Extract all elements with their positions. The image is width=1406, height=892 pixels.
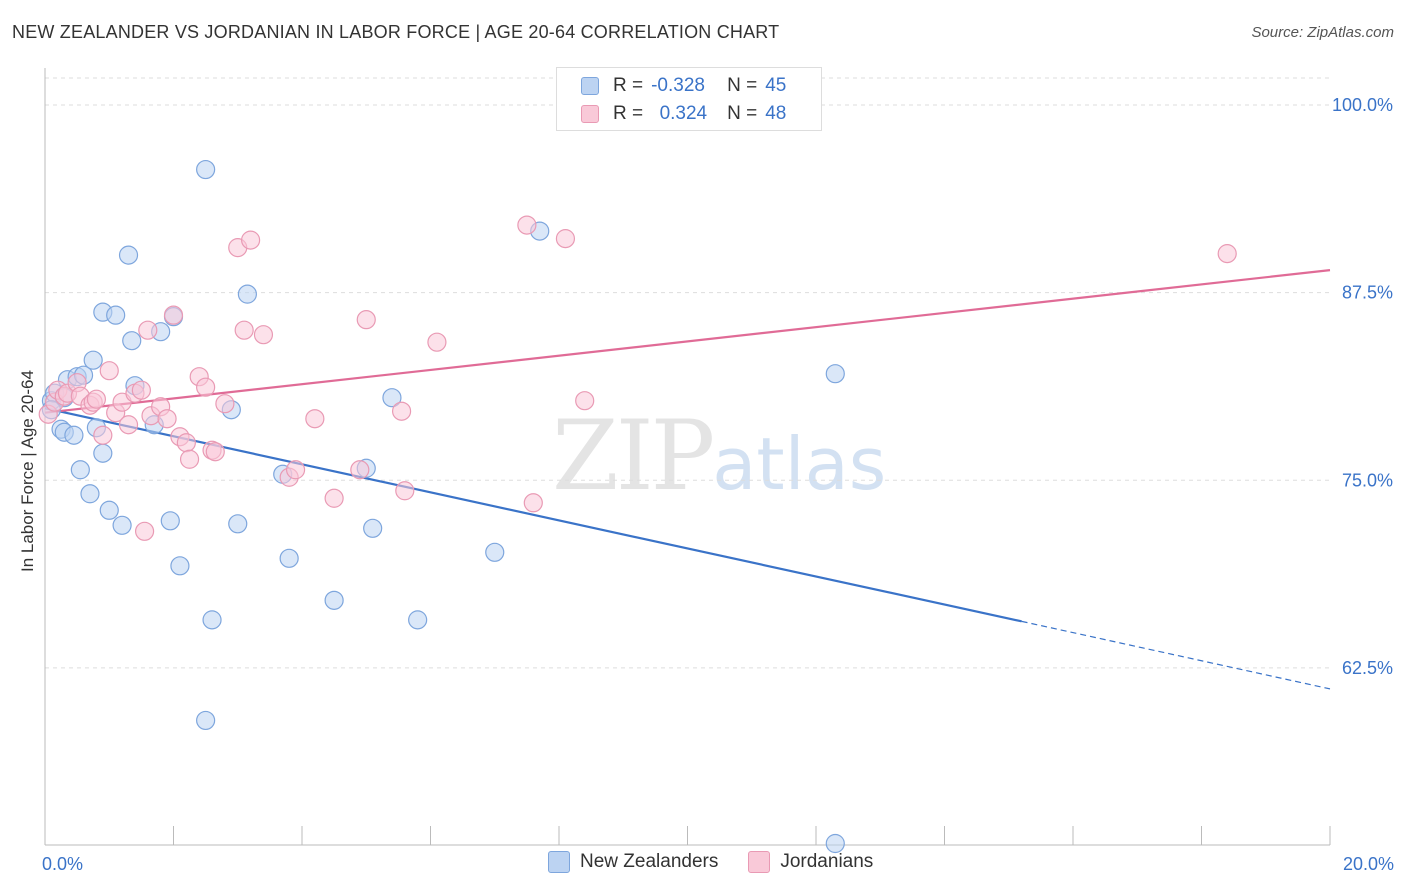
- point-jordanians: [215, 394, 235, 414]
- legend-label-jordanians: Jordanians: [780, 851, 874, 872]
- legend-row-new-zealanders: R = -0.328 N = 45: [581, 73, 786, 99]
- point-jordanians: [93, 425, 113, 445]
- point-new-zealanders: [83, 350, 103, 370]
- trend-line-jordanians: [44, 269, 1331, 414]
- series-legend: New Zealanders Jordanians: [548, 851, 903, 873]
- point-jordanians: [427, 332, 447, 352]
- point-new-zealanders: [170, 556, 190, 576]
- legend-n-label: N =: [727, 103, 758, 124]
- y-tick-label: 87.5%: [1342, 283, 1393, 303]
- axes: [44, 68, 1331, 846]
- point-new-zealanders: [363, 518, 383, 538]
- point-new-zealanders: [202, 610, 222, 630]
- x-tick-label: 0.0%: [42, 854, 83, 874]
- point-jordanians: [86, 389, 107, 409]
- point-new-zealanders: [99, 500, 119, 520]
- legend-item-new-zealanders[interactable]: New Zealanders: [548, 851, 718, 873]
- point-new-zealanders: [122, 331, 142, 351]
- point-new-zealanders: [324, 590, 344, 610]
- point-new-zealanders: [279, 548, 299, 568]
- legend-item-jordanians[interactable]: Jordanians: [748, 851, 873, 873]
- watermark: ZIPatlas: [552, 400, 886, 512]
- legend-n-value: 48: [765, 103, 787, 124]
- point-jordanians: [176, 433, 196, 453]
- point-jordanians: [517, 215, 537, 235]
- point-jordanians: [205, 442, 225, 462]
- point-jordanians: [99, 361, 119, 381]
- point-jordanians: [523, 493, 543, 513]
- legend-n-label: N =: [727, 75, 758, 96]
- tick-labels: 62.5% 75.0% 87.5% 100.0% 0.0% 20.0%: [42, 95, 1394, 874]
- point-jordanians: [131, 380, 151, 400]
- point-jordanians: [196, 377, 216, 397]
- legend-swatch-pink: [748, 851, 771, 873]
- point-new-zealanders: [408, 610, 428, 630]
- point-new-zealanders: [106, 305, 126, 325]
- data-points: [38, 159, 1237, 854]
- point-new-zealanders: [118, 245, 139, 265]
- point-jordanians: [575, 391, 595, 411]
- legend-swatch-blue: [581, 77, 599, 95]
- chart-title: NEW ZEALANDER VS JORDANIAN IN LABOR FORC…: [12, 22, 780, 42]
- point-jordanians: [350, 460, 370, 480]
- point-new-zealanders: [485, 542, 505, 562]
- point-jordanians: [356, 310, 376, 330]
- point-new-zealanders: [70, 460, 90, 480]
- legend-n-value: 45: [765, 75, 787, 96]
- y-tick-label: 62.5%: [1342, 658, 1393, 678]
- watermark-zip: ZIP: [552, 400, 715, 512]
- point-jordanians: [118, 415, 139, 435]
- point-new-zealanders: [112, 515, 132, 535]
- point-new-zealanders: [196, 710, 216, 731]
- grid-lines: [45, 77, 1330, 669]
- y-tick-label: 75.0%: [1342, 470, 1393, 490]
- point-new-zealanders: [64, 425, 84, 445]
- point-jordanians: [253, 325, 274, 345]
- point-jordanians: [285, 460, 306, 480]
- legend-label-new-zealanders: New Zealanders: [580, 851, 719, 872]
- point-new-zealanders: [80, 484, 100, 504]
- source-label: Source: ZipAtlas.com: [1251, 24, 1394, 41]
- legend-r-value: -0.328: [651, 75, 705, 96]
- point-jordanians: [234, 320, 254, 340]
- point-jordanians: [395, 481, 415, 501]
- point-jordanians: [163, 305, 184, 325]
- point-jordanians: [305, 409, 325, 429]
- legend-r-label: R =: [613, 103, 644, 124]
- y-tick-label: 100.0%: [1332, 95, 1393, 115]
- point-new-zealanders: [160, 511, 180, 531]
- point-jordanians: [324, 488, 344, 508]
- point-jordanians: [241, 230, 261, 250]
- point-new-zealanders: [237, 284, 257, 304]
- legend-swatch-blue: [548, 851, 570, 873]
- point-new-zealanders: [825, 833, 845, 854]
- point-jordanians: [555, 229, 576, 249]
- point-jordanians: [179, 449, 200, 469]
- point-jordanians: [134, 521, 155, 541]
- watermark-atlas: atlas: [712, 422, 887, 506]
- legend-row-jordanians: R = 0.324 N = 48: [581, 101, 786, 127]
- point-new-zealanders: [228, 514, 248, 534]
- point-new-zealanders: [382, 388, 402, 408]
- point-jordanians: [391, 401, 412, 421]
- trend-line-new-zealanders-extension: [1021, 620, 1331, 690]
- legend-swatch-pink: [581, 105, 599, 123]
- stats-legend: R = -0.328 N = 45 R = 0.324 N = 48: [556, 67, 822, 131]
- point-new-zealanders: [93, 443, 113, 463]
- point-jordanians: [1217, 244, 1237, 264]
- point-jordanians: [157, 409, 177, 429]
- point-new-zealanders: [196, 159, 216, 180]
- legend-r-label: R =: [613, 75, 644, 96]
- point-new-zealanders: [825, 364, 845, 384]
- point-jordanians: [138, 320, 158, 340]
- x-tick-label: 20.0%: [1343, 854, 1394, 874]
- legend-r-value: 0.324: [659, 103, 708, 124]
